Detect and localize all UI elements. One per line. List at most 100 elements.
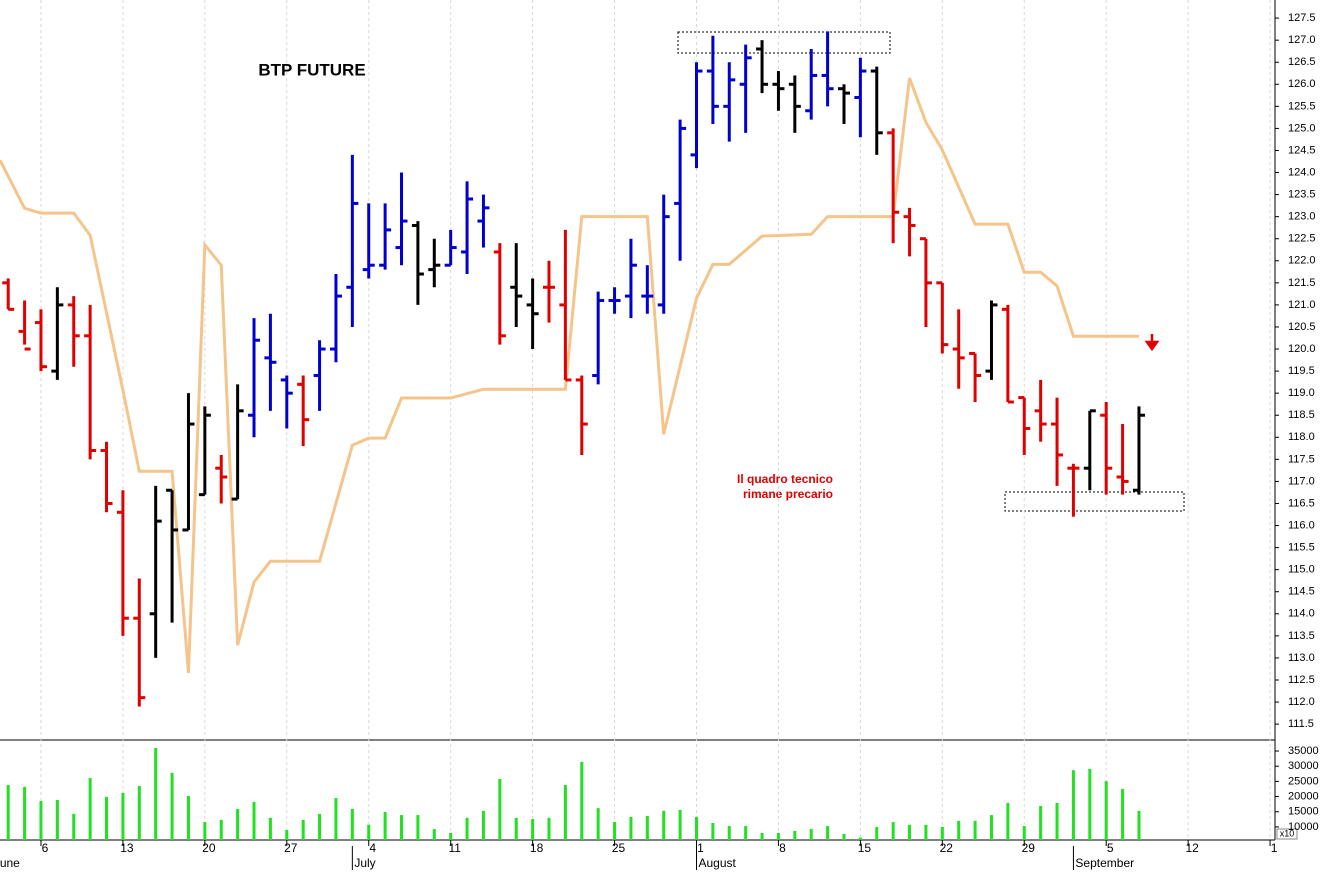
volume-bar (711, 822, 715, 840)
volume-bar (547, 817, 551, 840)
y-tick-label: 112.5 (1288, 674, 1315, 686)
volume-bar (121, 792, 125, 840)
volume-bar (481, 810, 485, 840)
volume-bar (678, 809, 682, 840)
volume-bar (842, 833, 846, 840)
y-tick-label: 123.5 (1288, 189, 1316, 201)
volume-bar (154, 747, 158, 840)
volume-bar (1104, 781, 1108, 840)
x-tick-label: 13 (120, 841, 134, 855)
x-tick-label: 18 (530, 841, 544, 855)
volume-bar (858, 837, 862, 840)
volume-bar (1022, 826, 1026, 840)
volume-bar (694, 816, 698, 840)
volume-bar (203, 822, 207, 840)
x-tick-label: 20 (202, 841, 216, 855)
y-tick-label: 115.0 (1288, 564, 1315, 576)
volume-bar (449, 833, 453, 840)
volume-bar (760, 833, 764, 840)
envelope-line (0, 77, 1139, 674)
x-tick-label: 5 (1107, 841, 1114, 855)
unit-box (1276, 828, 1298, 840)
x-tick-label: 15 (858, 841, 872, 855)
volume-bar (908, 824, 912, 840)
y-tick-label: 30000 (1288, 760, 1319, 772)
y-tick-label: 25000 (1288, 775, 1319, 787)
y-tick-label: 124.0 (1288, 166, 1316, 178)
y-tick-label: 112.0 (1288, 696, 1315, 708)
volume-bar (563, 785, 567, 840)
volume-bar (367, 824, 371, 840)
volume-bar (809, 829, 813, 840)
x-tick-label: 29 (1022, 841, 1036, 855)
volume-bar (645, 816, 649, 840)
volume-bar (580, 761, 584, 840)
y-tick-label: 122.0 (1288, 255, 1316, 267)
volume-bar (252, 802, 256, 840)
y-tick-label: 127.0 (1288, 34, 1316, 46)
y-tick-label: 118.0 (1288, 431, 1315, 443)
x-tick-label: 22 (940, 841, 954, 855)
x-tick-label: 12 (1185, 841, 1199, 855)
volume-bar (744, 826, 748, 840)
volume-bar (170, 772, 174, 840)
volume-bar (875, 826, 879, 840)
highlight-box (1004, 491, 1185, 512)
x-tick-label: 1 (1271, 841, 1278, 855)
y-tick-label: 127.5 (1288, 12, 1316, 24)
volume-bar (39, 800, 43, 840)
volume-bar (72, 813, 76, 840)
volume-bar (989, 815, 993, 840)
volume-bar (6, 785, 10, 840)
y-tick-label: 125.0 (1288, 122, 1316, 134)
volume-bar (465, 817, 469, 840)
y-tick-label: 119.0 (1288, 387, 1315, 399)
y-tick-label: 10000 (1288, 821, 1319, 833)
volume-bar (137, 785, 141, 840)
down-arrow (1144, 334, 1160, 352)
volume-bar (973, 820, 977, 840)
volume-bar (88, 778, 92, 840)
volume-bar (285, 829, 289, 840)
y-tick-label: 122.5 (1288, 233, 1316, 245)
y-tick-label: 123.0 (1288, 211, 1316, 223)
y-tick-label: 126.5 (1288, 56, 1316, 68)
volume-bar (957, 820, 961, 840)
y-tick-label: 121.0 (1288, 299, 1316, 311)
volume-bar (23, 786, 27, 840)
volume-bar (1088, 768, 1092, 840)
volume-bar (236, 809, 240, 840)
chart-title: BTP FUTURE (258, 60, 365, 79)
volume-bar (105, 796, 109, 840)
y-tick-label: 115.5 (1288, 542, 1315, 554)
y-tick-label: 121.5 (1288, 277, 1316, 289)
volume-bar (268, 817, 272, 840)
y-tick-label: 118.5 (1288, 409, 1315, 421)
volume-bar (531, 819, 535, 840)
y-tick-label: 126.0 (1288, 78, 1316, 90)
x-tick-label: 1 (697, 841, 704, 855)
volume-bar (432, 829, 436, 840)
volume-bar (416, 815, 420, 840)
month-label: August (698, 856, 736, 870)
y-tick-label: 120.5 (1288, 321, 1316, 333)
highlight-box (677, 31, 891, 54)
volume-bar (662, 810, 666, 840)
y-tick-label: 114.0 (1288, 608, 1315, 620)
volume-bar (1071, 770, 1075, 840)
annotation: Il quadro tecnico (737, 472, 833, 486)
volume-bar (793, 830, 797, 840)
volume-bar (186, 795, 190, 840)
month-label: June (0, 856, 20, 870)
y-tick-label: 113.5 (1288, 630, 1315, 642)
x-tick-label: 11 (448, 841, 461, 855)
volume-bar (350, 809, 354, 840)
y-tick-label: 114.5 (1288, 586, 1315, 598)
y-tick-label: 117.0 (1288, 475, 1315, 487)
x-tick-label: 25 (612, 841, 626, 855)
volume-bar (498, 778, 502, 840)
y-tick-label: 120.0 (1288, 343, 1316, 355)
